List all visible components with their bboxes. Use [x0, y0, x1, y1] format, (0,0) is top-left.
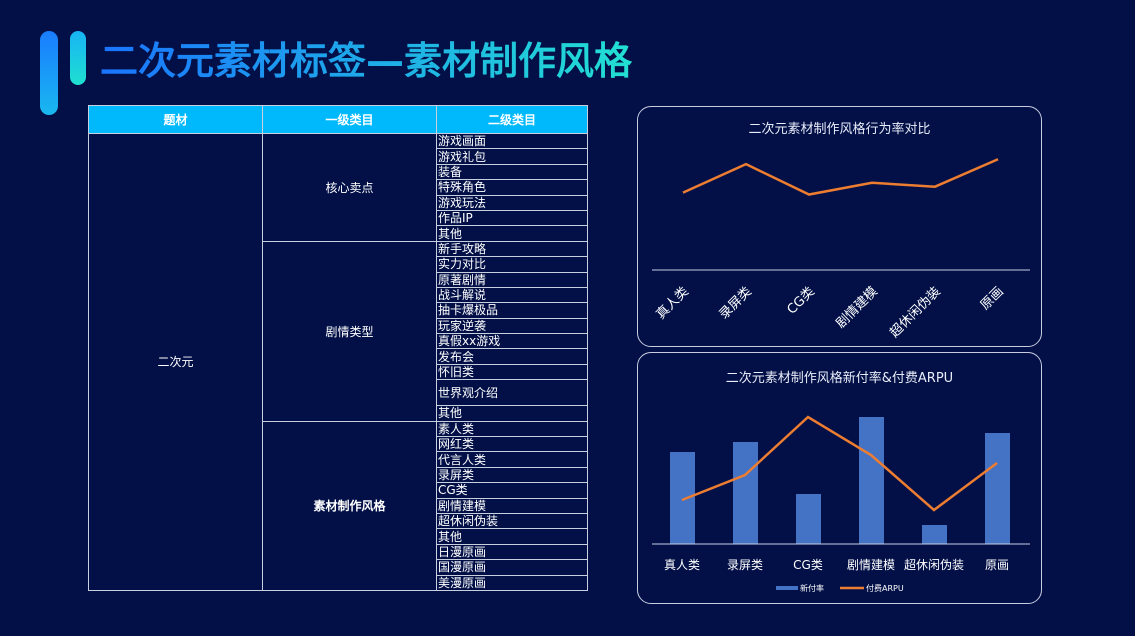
title-accent-bar-small: [70, 31, 86, 85]
table-row: 其他: [89, 405, 588, 422]
table-row: 代言人类: [89, 451, 588, 468]
level2-cell: 特殊角色: [436, 179, 588, 196]
level2-cell: 游戏礼包: [436, 148, 588, 165]
level2-cell: 世界观介绍: [436, 379, 588, 407]
level2-cell: 超休闲伪装: [436, 512, 588, 530]
title-accent-bar: [40, 31, 58, 115]
x-tick-label: 超休闲伪装: [904, 557, 964, 572]
line-series: [682, 158, 999, 196]
arpu-chart-panel: 二次元素材制作风格新付率&付费ARPU 真人类 录屏类 CG类 剧情建模 超休闲伪装 原画…: [637, 352, 1042, 604]
x-tick-label: 原画: [978, 284, 1007, 313]
behavior-rate-line-chart: 真人类 录屏类 CG类 剧情建模 超休闲伪装 原画: [652, 158, 1030, 341]
level2-cell: 美漫原画: [436, 574, 588, 591]
table-row: 国漫原画: [89, 559, 588, 576]
table-row: CG类: [89, 482, 588, 499]
bar: [985, 433, 1010, 544]
table-row: 真假xx游戏: [89, 333, 588, 350]
bar: [859, 417, 884, 544]
level2-cell: 真假xx游戏: [436, 333, 588, 350]
table-row: 美漫原画: [89, 574, 588, 591]
table-row: 素材制作风格 素人类: [89, 420, 588, 591]
level2-cell: 代言人类: [436, 451, 588, 468]
behavior-rate-chart-panel: 二次元素材制作风格行为率对比 真人类 录屏类 CG类 剧情建模 超休闲伪装 原画: [637, 106, 1042, 347]
level2-cell: 抽卡爆极品: [436, 302, 588, 319]
x-tick-label: 录屏类: [727, 558, 763, 572]
category-table: 题材 一级类目 二级类目 二次元 核心卖点 游戏画面 游戏礼包 装备 特殊角色 游戏玩法 作品…: [88, 105, 588, 591]
legend-label: 付费ARPU: [866, 583, 904, 593]
level2-cell: 素人类: [436, 420, 588, 438]
bar: [796, 494, 821, 544]
table-row: 其他: [89, 528, 588, 545]
legend-swatch-bar: [776, 586, 798, 590]
chart-title: 二次元素材制作风格新付率&付费ARPU: [725, 371, 954, 386]
level1-cell: 素材制作风格: [262, 420, 437, 591]
level2-cell: 发布会: [436, 348, 588, 365]
level2-cell: 游戏玩法: [436, 194, 588, 211]
x-tick-label: 录屏类: [717, 284, 755, 322]
table-row: 怀旧类: [89, 363, 588, 381]
level2-cell: 新手攻略: [436, 240, 588, 258]
table-row: 录屏类: [89, 466, 588, 484]
level2-cell: 游戏画面: [436, 132, 588, 150]
x-tick-label: 超休闲伪装: [887, 284, 944, 341]
table-row: 战斗解说: [89, 286, 588, 304]
line-series: [681, 415, 998, 512]
legend-label: 新付率: [800, 583, 824, 593]
level2-cell: 国漫原画: [436, 559, 588, 576]
x-tick-label: 剧情建模: [833, 284, 880, 331]
x-tick-label: CG类: [793, 558, 823, 572]
page-title: 二次元素材标签—素材制作风格: [100, 30, 632, 85]
level2-cell: 装备: [436, 163, 588, 181]
table-row: 抽卡爆极品: [89, 302, 588, 319]
level2-cell: 其他: [436, 405, 588, 422]
x-tick-label: 剧情建模: [847, 558, 895, 572]
table-row: 原著剧情: [89, 271, 588, 288]
level2-cell: 玩家逆袭: [436, 317, 588, 335]
level2-cell: 怀旧类: [436, 363, 588, 381]
level2-cell: 原著剧情: [436, 271, 588, 288]
bar: [922, 525, 947, 544]
table-row: 实力对比: [89, 256, 588, 273]
table-row: 网红类: [89, 436, 588, 453]
level2-cell: 战斗解说: [436, 286, 588, 304]
bar: [733, 442, 758, 544]
x-tick-label: 真人类: [664, 558, 700, 572]
chart-title: 二次元素材制作风格行为率对比: [748, 122, 931, 137]
header-topic: 题材: [88, 105, 263, 134]
x-tick-label: CG类: [784, 284, 817, 317]
level2-cell: 作品IP: [436, 209, 588, 227]
level1-cell: 剧情类型: [262, 240, 437, 422]
x-tick-label: 真人类: [654, 284, 692, 322]
level1-cell: 核心卖点: [262, 133, 437, 242]
header-level2: 二级类目: [436, 105, 588, 134]
table-row: 玩家逆袭: [89, 317, 588, 335]
table-row: 二次元 核心卖点 游戏画面: [88, 132, 588, 591]
table-row: 剧情建模: [89, 497, 588, 514]
level2-cell: 日漫原画: [436, 543, 588, 561]
level2-cell: 其他: [436, 528, 588, 545]
level2-cell: 其他: [436, 225, 588, 242]
header-level1: 一级类目: [262, 105, 437, 134]
table-row: 作品IP: [89, 209, 588, 227]
bar: [670, 452, 695, 544]
level2-cell: 录屏类: [436, 466, 588, 484]
level2-cell: CG类: [436, 482, 588, 499]
topic-cell: 二次元: [88, 133, 263, 591]
level2-cell: 剧情建模: [436, 497, 588, 514]
level2-cell: 实力对比: [436, 256, 588, 273]
x-tick-label: 原画: [985, 558, 1009, 572]
table-row: 发布会: [89, 348, 588, 365]
level2-cell: 网红类: [436, 436, 588, 453]
